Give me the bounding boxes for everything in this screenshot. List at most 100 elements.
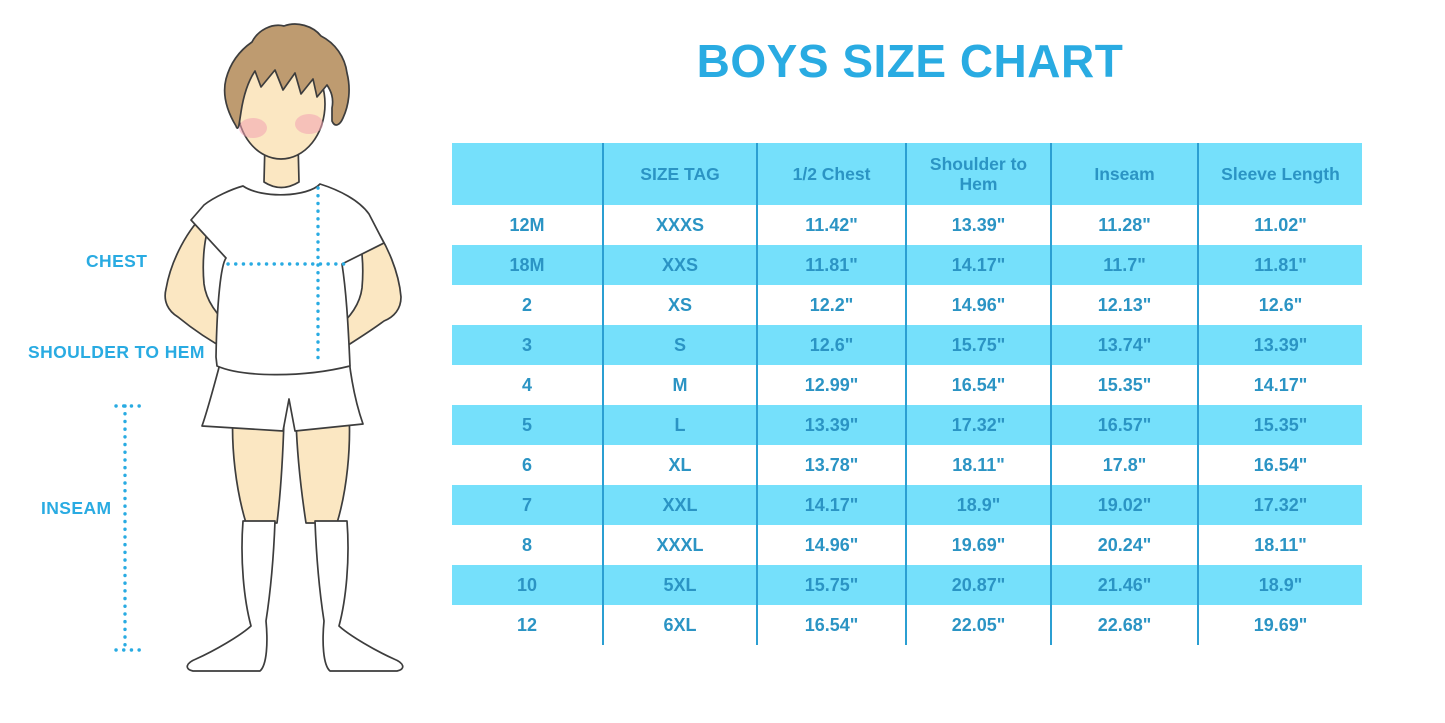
cell-shoulder-to-hem: 15.75" [905, 325, 1050, 365]
cell-half-chest: 14.17" [756, 485, 905, 525]
cell-shoulder-to-hem: 16.54" [905, 365, 1050, 405]
cell-size: 8 [452, 525, 602, 565]
cell-half-chest: 11.81" [756, 245, 905, 285]
cell-inseam: 11.7" [1050, 245, 1197, 285]
cell-sleeve-length: 19.69" [1197, 605, 1362, 645]
t-shirt [190, 183, 385, 376]
header-cell-inseam: Inseam [1050, 143, 1197, 205]
cell-size: 12M [452, 205, 602, 245]
cell-inseam: 15.35" [1050, 365, 1197, 405]
cell-size-tag: XXL [602, 485, 756, 525]
inseam-label: INSEAM [41, 498, 112, 518]
cell-half-chest: 11.42" [756, 205, 905, 245]
cell-size: 18M [452, 245, 602, 285]
cell-sleeve-length: 13.39" [1197, 325, 1362, 365]
table-row: 5 L 13.39" 17.32" 16.57" 15.35" [452, 405, 1362, 445]
table-row: 4 M 12.99" 16.54" 15.35" 14.17" [452, 365, 1362, 405]
cell-inseam: 20.24" [1050, 525, 1197, 565]
right-sock [314, 520, 404, 672]
table-row: 10 5XL 15.75" 20.87" 21.46" 18.9" [452, 565, 1362, 605]
table-row: 7 XXL 14.17" 18.9" 19.02" 17.32" [452, 485, 1362, 525]
table-row: 3 S 12.6" 15.75" 13.74" 13.39" [452, 325, 1362, 365]
cell-shoulder-to-hem: 14.96" [905, 285, 1050, 325]
table-row: 18M XXS 11.81" 14.17" 11.7" 11.81" [452, 245, 1362, 285]
cell-size-tag: XXXS [602, 205, 756, 245]
header-cell-half-chest: 1/2 Chest [756, 143, 905, 205]
shoulder-to-hem-label: SHOULDER TO HEM [28, 342, 205, 362]
cell-inseam: 12.13" [1050, 285, 1197, 325]
cell-shoulder-to-hem: 18.9" [905, 485, 1050, 525]
table-row: 2 XS 12.2" 14.96" 12.13" 12.6" [452, 285, 1362, 325]
cell-size: 7 [452, 485, 602, 525]
cell-sleeve-length: 18.11" [1197, 525, 1362, 565]
cell-sleeve-length: 11.81" [1197, 245, 1362, 285]
table-row: 12M XXXS 11.42" 13.39" 11.28" 11.02" [452, 205, 1362, 245]
cell-size: 10 [452, 565, 602, 605]
cell-inseam: 13.74" [1050, 325, 1197, 365]
cell-sleeve-length: 11.02" [1197, 205, 1362, 245]
cell-size: 12 [452, 605, 602, 645]
cell-inseam: 19.02" [1050, 485, 1197, 525]
cell-shoulder-to-hem: 13.39" [905, 205, 1050, 245]
cell-sleeve-length: 16.54" [1197, 445, 1362, 485]
header-cell-sleeve-length: Sleeve Length [1197, 143, 1362, 205]
cell-half-chest: 12.2" [756, 285, 905, 325]
cell-half-chest: 12.6" [756, 325, 905, 365]
cell-size: 6 [452, 445, 602, 485]
cell-shoulder-to-hem: 14.17" [905, 245, 1050, 285]
left-blush [239, 118, 267, 138]
cell-sleeve-length: 18.9" [1197, 565, 1362, 605]
hair [223, 23, 350, 129]
cell-half-chest: 16.54" [756, 605, 905, 645]
size-table-body: 12M XXXS 11.42" 13.39" 11.28" 11.02" 18M… [452, 205, 1362, 645]
cell-shoulder-to-hem: 22.05" [905, 605, 1050, 645]
page-title: BOYS SIZE CHART [696, 35, 1124, 87]
cell-size-tag: XXS [602, 245, 756, 285]
cell-inseam: 16.57" [1050, 405, 1197, 445]
shorts [201, 359, 364, 432]
cell-shoulder-to-hem: 19.69" [905, 525, 1050, 565]
cell-size-tag: XS [602, 285, 756, 325]
cell-size-tag: 5XL [602, 565, 756, 605]
cell-half-chest: 13.39" [756, 405, 905, 445]
cell-sleeve-length: 15.35" [1197, 405, 1362, 445]
cell-half-chest: 15.75" [756, 565, 905, 605]
chest-label: CHEST [86, 251, 148, 271]
cell-size-tag: M [602, 365, 756, 405]
table-row: 8 XXXL 14.96" 19.69" 20.24" 18.11" [452, 525, 1362, 565]
cell-half-chest: 12.99" [756, 365, 905, 405]
cell-size: 5 [452, 405, 602, 445]
header-cell-shoulder-to-hem: Shoulder to Hem [905, 143, 1050, 205]
right-arm [334, 221, 402, 352]
cell-size-tag: XXXL [602, 525, 756, 565]
table-row: 6 XL 13.78" 18.11" 17.8" 16.54" [452, 445, 1362, 485]
cell-shoulder-to-hem: 18.11" [905, 445, 1050, 485]
cell-inseam: 17.8" [1050, 445, 1197, 485]
cell-half-chest: 14.96" [756, 525, 905, 565]
cell-shoulder-to-hem: 20.87" [905, 565, 1050, 605]
size-table: SIZE TAG 1/2 Chest Shoulder to Hem Insea… [452, 143, 1362, 645]
cell-half-chest: 13.78" [756, 445, 905, 485]
cell-size-tag: L [602, 405, 756, 445]
cell-size: 3 [452, 325, 602, 365]
cell-shoulder-to-hem: 17.32" [905, 405, 1050, 445]
cell-size-tag: 6XL [602, 605, 756, 645]
right-blush [295, 114, 323, 134]
cell-inseam: 11.28" [1050, 205, 1197, 245]
cell-sleeve-length: 17.32" [1197, 485, 1362, 525]
left-sock [186, 520, 276, 672]
header-cell-size-tag: SIZE TAG [602, 143, 756, 205]
boy-illustration [114, 23, 404, 672]
size-table-header-row: SIZE TAG 1/2 Chest Shoulder to Hem Insea… [452, 143, 1362, 205]
header-cell-size [452, 143, 602, 205]
cell-size-tag: XL [602, 445, 756, 485]
left-leg [231, 411, 285, 524]
cell-size: 2 [452, 285, 602, 325]
cell-sleeve-length: 12.6" [1197, 285, 1362, 325]
cell-sleeve-length: 14.17" [1197, 365, 1362, 405]
cell-inseam: 21.46" [1050, 565, 1197, 605]
cell-size-tag: S [602, 325, 756, 365]
table-row: 12 6XL 16.54" 22.05" 22.68" 19.69" [452, 605, 1362, 645]
cell-inseam: 22.68" [1050, 605, 1197, 645]
